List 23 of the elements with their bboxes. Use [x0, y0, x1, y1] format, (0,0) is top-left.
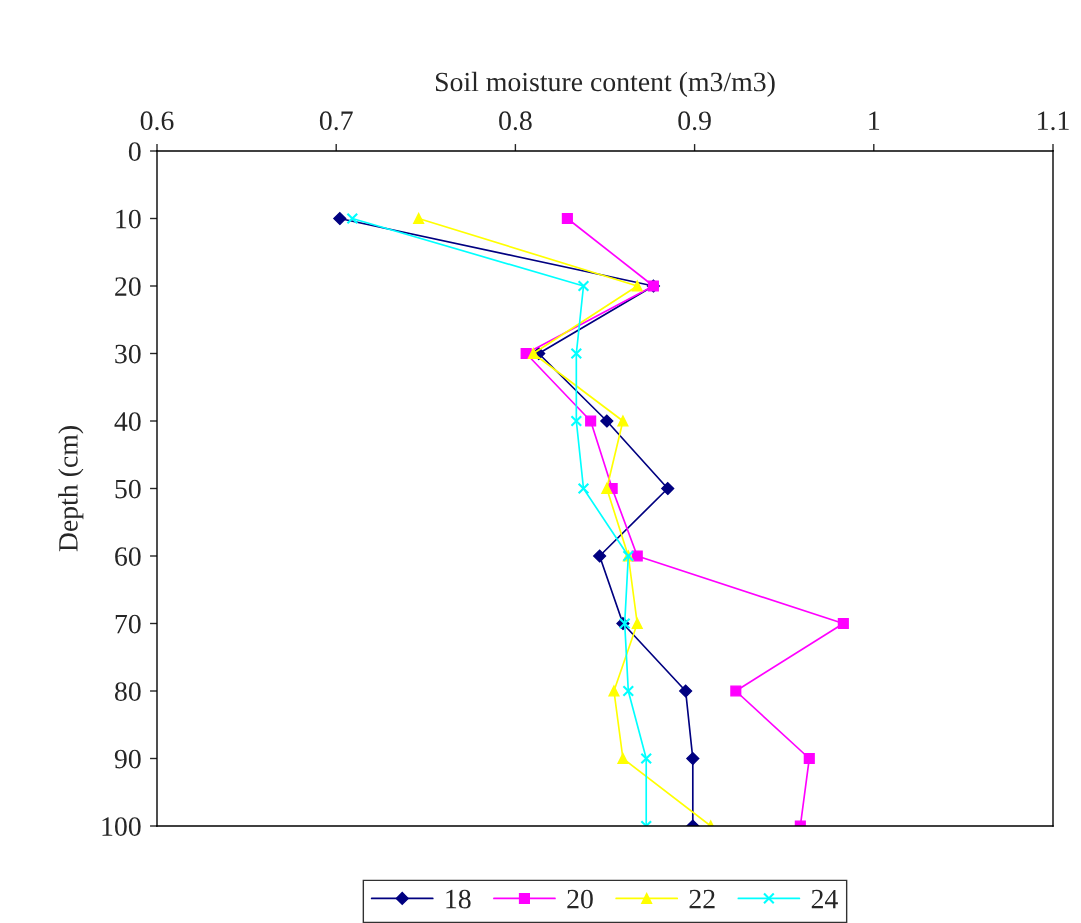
y-tick-label: 40: [114, 412, 141, 431]
y-tick-label: 50: [115, 479, 141, 499]
legend-label: 24: [811, 889, 838, 909]
legend-label: 18: [446, 889, 471, 909]
y-tick-label: 60: [115, 547, 141, 566]
y-tick-label: 80: [115, 682, 141, 701]
y-axis-title: Depth (cm): [58, 426, 84, 552]
y-tick-label: 10: [116, 209, 141, 229]
x-tick-label: 1.1: [1038, 111, 1069, 131]
y-tick-label: 70: [115, 614, 141, 634]
x-tick-label: 0.7: [319, 111, 353, 131]
y-tick-label: 100: [102, 817, 141, 836]
legend-label: 22: [689, 889, 715, 909]
x-tick-label: 1: [869, 111, 880, 130]
y-tick-label: 30: [115, 344, 141, 364]
y-tick-label: 0: [128, 142, 141, 161]
legend-label: 20: [567, 889, 593, 909]
y-tick-label: 20: [115, 277, 141, 296]
x-tick-label: 0.8: [499, 111, 532, 131]
x-axis-title: Soil moisture content (m3/m3): [435, 71, 775, 97]
x-tick-label: 0.6: [140, 111, 174, 131]
x-tick-label: 0.9: [678, 111, 711, 131]
y-tick-label: 90: [114, 749, 141, 769]
